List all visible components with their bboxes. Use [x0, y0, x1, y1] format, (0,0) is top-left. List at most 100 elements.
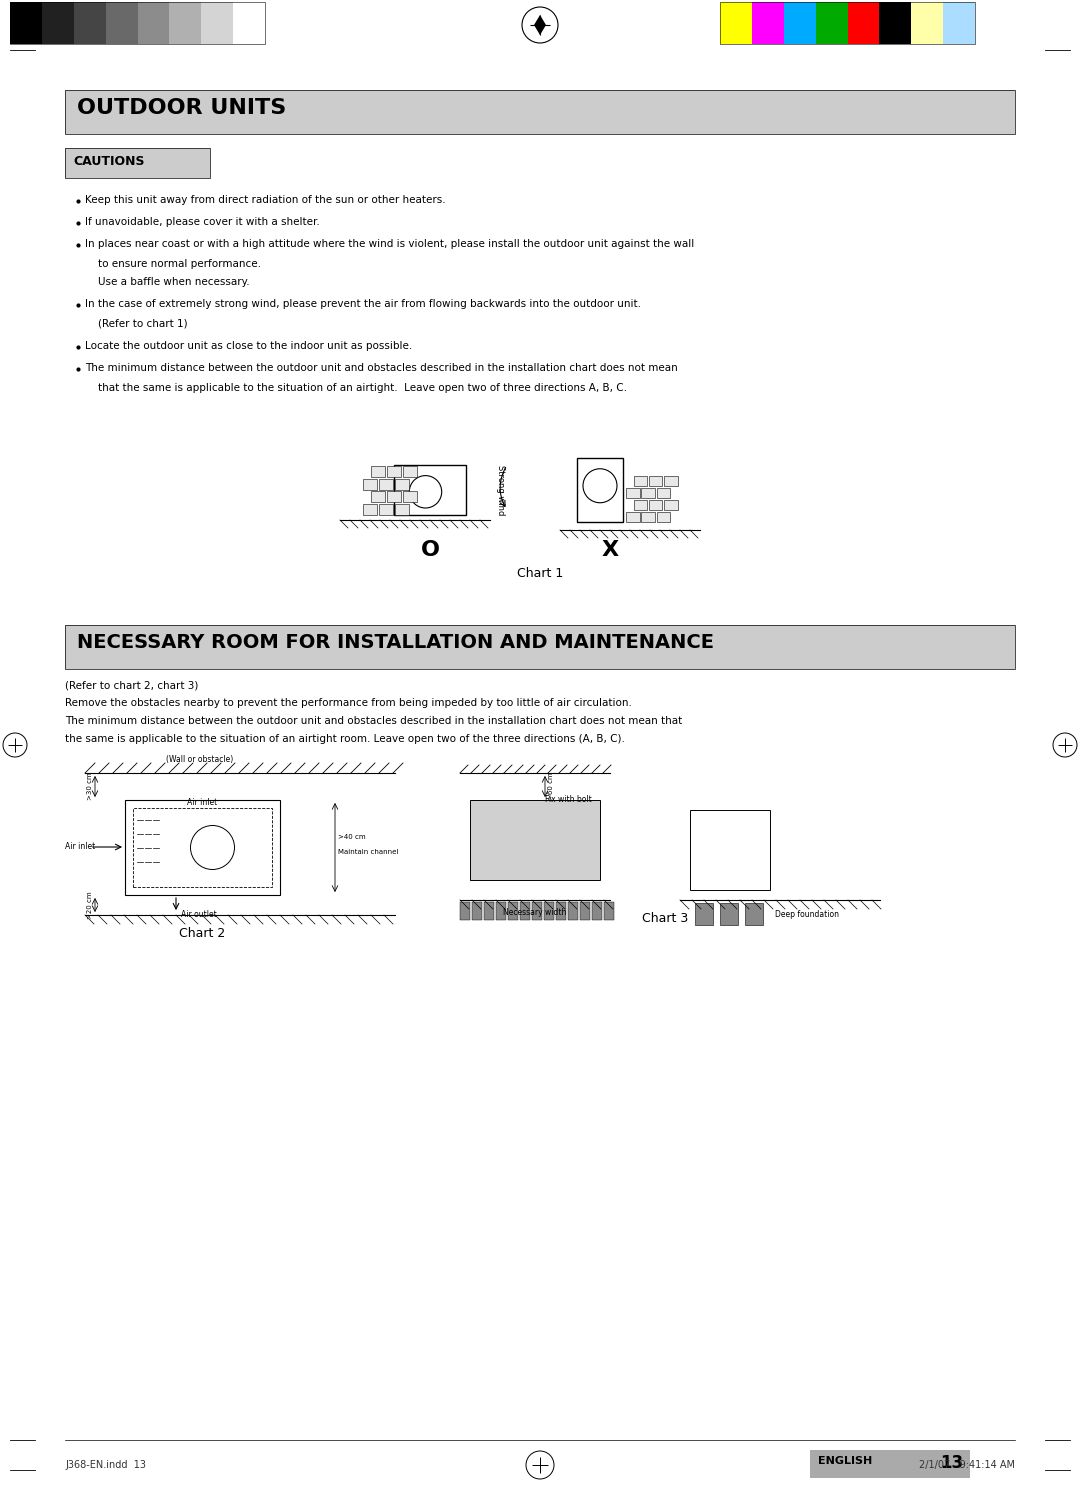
Text: If unavoidable, please cover it with a shelter.: If unavoidable, please cover it with a s… [85, 218, 320, 227]
Text: the same is applicable to the situation of an airtight room. Leave open two of t: the same is applicable to the situation … [65, 734, 625, 744]
Text: 13: 13 [940, 1454, 963, 1472]
Bar [664, 499, 678, 510]
Text: Remove the obstacles nearby to prevent the performance from being impeded by too: Remove the obstacles nearby to prevent t… [65, 698, 632, 708]
Bar [604, 902, 615, 920]
Text: Deep foundation: Deep foundation [775, 910, 839, 918]
Bar [720, 1, 752, 45]
Text: CAUTIONS: CAUTIONS [73, 155, 145, 168]
Circle shape [583, 468, 617, 502]
Bar [642, 488, 654, 498]
Bar [720, 904, 738, 924]
Bar [912, 1, 943, 45]
Text: Locate the outdoor unit as close to the indoor unit as possible.: Locate the outdoor unit as close to the … [85, 341, 413, 350]
Text: The minimum distance between the outdoor unit and obstacles described in the ins: The minimum distance between the outdoor… [85, 362, 678, 373]
Bar [370, 467, 384, 477]
Text: Chart 2: Chart 2 [179, 927, 225, 939]
Bar [626, 488, 639, 498]
Bar [42, 1, 73, 45]
Bar [65, 148, 210, 177]
Text: >20 cm: >20 cm [87, 892, 93, 918]
Bar [10, 1, 265, 45]
Bar [634, 476, 647, 486]
Bar [642, 511, 654, 522]
Bar [363, 479, 377, 489]
Text: Chart 3: Chart 3 [642, 912, 688, 924]
Bar [379, 479, 393, 489]
Bar [394, 465, 465, 514]
Bar [649, 499, 662, 510]
Bar [568, 902, 578, 920]
Text: Maintain channel: Maintain channel [338, 848, 399, 854]
Text: that the same is applicable to the situation of an airtight.  Leave open two of : that the same is applicable to the situa… [85, 383, 627, 394]
Bar [470, 801, 600, 880]
Bar [403, 467, 417, 477]
Bar [532, 902, 542, 920]
Text: Necessary width: Necessary width [503, 908, 567, 917]
Text: Air outlet: Air outlet [181, 910, 217, 918]
Bar [65, 625, 1015, 669]
Text: >30 cm: >30 cm [87, 772, 93, 799]
Bar [387, 492, 401, 502]
Bar [363, 504, 377, 514]
Bar [592, 902, 602, 920]
Text: OUTDOOR UNITS: OUTDOOR UNITS [77, 98, 286, 118]
Bar [649, 476, 662, 486]
Text: NECESSARY ROOM FOR INSTALLATION AND MAINTENANCE: NECESSARY ROOM FOR INSTALLATION AND MAIN… [77, 634, 714, 652]
Bar [484, 902, 494, 920]
Bar [657, 511, 670, 522]
Text: The minimum distance between the outdoor unit and obstacles described in the ins: The minimum distance between the outdoor… [65, 716, 683, 726]
Circle shape [409, 476, 442, 508]
Bar [848, 1, 879, 45]
Bar [657, 488, 670, 498]
Text: Chart 1: Chart 1 [517, 567, 563, 580]
Bar [580, 902, 590, 920]
Bar [634, 499, 647, 510]
Bar [720, 1, 975, 45]
Bar [73, 1, 106, 45]
Bar [745, 904, 762, 924]
Text: 2/1/07   9:41:14 AM: 2/1/07 9:41:14 AM [919, 1460, 1015, 1470]
Text: (Refer to chart 1): (Refer to chart 1) [85, 319, 188, 330]
Text: (Refer to chart 2, chart 3): (Refer to chart 2, chart 3) [65, 680, 199, 690]
Bar [496, 902, 507, 920]
Bar [65, 625, 1015, 669]
Bar [65, 89, 1015, 134]
Bar [65, 148, 210, 177]
Text: Keep this unit away from direct radiation of the sun or other heaters.: Keep this unit away from direct radiatio… [85, 195, 446, 204]
Bar [379, 504, 393, 514]
Text: Air inlet: Air inlet [65, 842, 95, 851]
Text: Fix with bolt: Fix with bolt [545, 795, 592, 804]
Bar [519, 902, 530, 920]
Text: Air inlet: Air inlet [187, 798, 217, 807]
Bar [626, 511, 639, 522]
Bar [472, 902, 482, 920]
Bar [370, 492, 384, 502]
Bar [879, 1, 912, 45]
Bar [508, 902, 518, 920]
Bar [170, 1, 201, 45]
Bar [125, 801, 280, 895]
Bar [810, 1451, 970, 1478]
Bar [943, 1, 975, 45]
Bar [10, 1, 42, 45]
Text: Use a baffle when necessary.: Use a baffle when necessary. [85, 277, 249, 286]
Bar [544, 902, 554, 920]
Text: >60 cm: >60 cm [548, 772, 554, 799]
Bar [233, 1, 265, 45]
Bar [815, 1, 848, 45]
Bar [201, 1, 233, 45]
Text: (Wall or obstacle): (Wall or obstacle) [166, 754, 233, 763]
Circle shape [190, 826, 234, 869]
Text: to ensure normal performance.: to ensure normal performance. [85, 259, 261, 268]
Bar [106, 1, 137, 45]
Text: In the case of extremely strong wind, please prevent the air from flowing backwa: In the case of extremely strong wind, pl… [85, 300, 642, 309]
Bar [403, 492, 417, 502]
Bar [664, 476, 678, 486]
Bar [387, 467, 401, 477]
Bar [690, 810, 770, 890]
Text: J368-EN.indd  13: J368-EN.indd 13 [65, 1460, 146, 1470]
Text: X: X [602, 540, 619, 561]
Text: O: O [420, 540, 440, 561]
Text: >40 cm: >40 cm [338, 833, 366, 839]
Bar [577, 458, 623, 522]
